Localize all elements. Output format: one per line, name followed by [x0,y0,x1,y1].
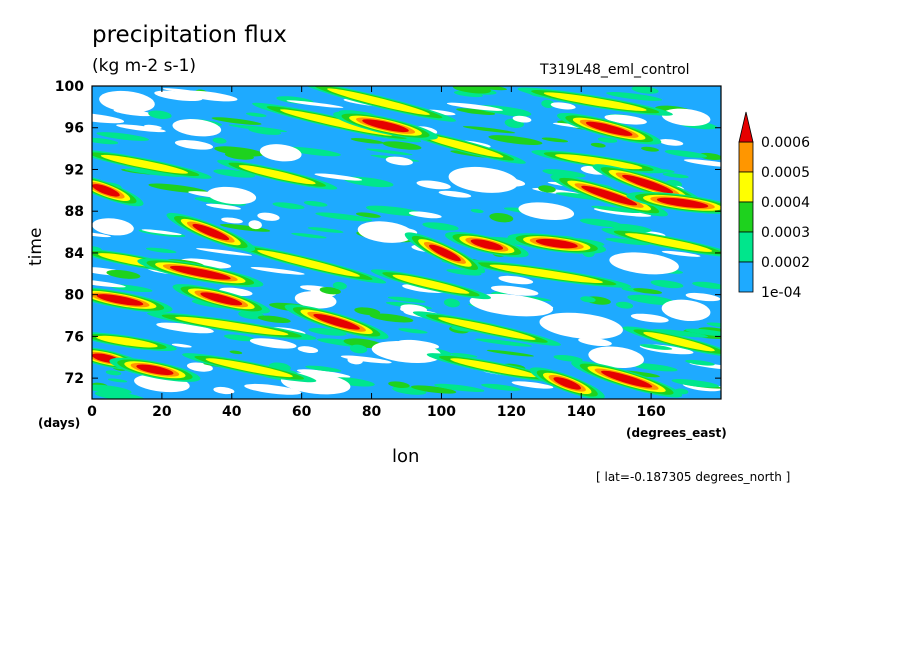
x-tick-label: 100 [427,404,456,420]
rain-band [461,259,632,288]
dry-area [518,202,575,221]
dry-area [371,341,442,364]
rain-band-max [166,212,256,252]
legend-level-label: 0.0002 [761,255,810,271]
legend-level-label: 0.0006 [761,135,810,151]
rain-band [517,87,673,116]
y-tick-label: 84 [65,246,85,262]
legend-swatch [738,171,754,203]
rain-band-max [529,367,605,399]
legend-level-label: 0.0003 [761,225,810,241]
plot-frame [91,85,722,400]
dry-area [539,312,623,340]
rain-band-max [284,304,389,340]
rain-band [301,86,457,122]
legend-level-label: 0.0005 [761,165,810,181]
rain-band [92,332,177,352]
legend-extend-arrow [738,111,754,143]
legend-level-label: 0.0004 [761,195,810,211]
legend-level-label: 1e-04 [761,285,801,301]
rain-band [601,227,721,258]
dry-area [92,218,134,236]
legend-swatch [738,141,754,173]
rain-band-max [109,357,201,382]
y-tick-label: 100 [55,79,84,95]
rain-band [531,150,666,174]
rain-band [370,269,492,300]
rain-band-max [92,174,144,207]
rain-band-max [404,232,486,274]
rain-band-max [550,174,668,217]
dry-area [609,252,679,275]
dry-area [99,90,155,113]
x-tick-label: 60 [292,404,312,420]
legend-swatch [738,261,754,293]
rain-band-max [507,233,607,254]
dry-area [661,299,711,322]
dry-area [661,108,711,126]
x-tick-label: 140 [567,404,596,420]
y-tick-label: 92 [65,162,84,178]
legend-swatch [738,201,754,233]
rain-band [426,353,561,383]
plot-area [92,86,721,399]
x-tick-label: 20 [152,404,172,420]
y-tick-label: 76 [65,329,84,345]
rain-band [622,326,721,357]
color-legend: 0.0006 0.0005 0.0004 0.0003 0.0002 1e-04 [738,111,810,301]
rain-band [92,149,212,179]
rain-band [412,311,561,346]
dry-area [207,186,257,205]
dry-area [172,119,222,137]
x-tick-label: 160 [636,404,665,420]
rain-band [182,353,317,383]
rain-band [217,159,338,190]
dry-area [448,166,519,193]
x-axis-unit: (degrees_east) [626,426,727,440]
y-tick-label: 96 [65,121,84,137]
x-tick-label: 120 [497,404,526,420]
chart-subtitle: (kg m-2 s-1) [92,56,197,76]
chart-title: precipitation flux [92,22,287,48]
y-axis-unit: (days) [38,416,81,430]
x-tick-label: 40 [222,404,242,420]
y-tick-label: 88 [65,204,84,220]
x-axis-label: lon [392,446,420,467]
dry-area [294,291,337,309]
dry-area [357,221,414,243]
y-tick-label: 80 [65,288,85,304]
dry-area [259,144,302,162]
dry-area [588,346,644,369]
rain-band-max [571,360,683,398]
rain-band [231,243,387,284]
x-tick-label: 0 [87,404,97,420]
run-label: T319L48_eml_control [540,62,690,78]
latitude-footnote: [ lat=-0.187305 degrees_north ] [596,470,791,484]
rain-band [147,312,317,340]
rain-band-max [626,191,721,214]
rain-band-max [445,231,529,258]
legend-swatch [738,231,754,263]
rain-band-max [172,284,271,314]
dry-area [469,293,554,317]
axes: 0 20 40 60 80 100 120 140 160 72 76 80 84 88 92 96 100 [55,79,721,420]
rain-band-max [333,111,438,140]
x-tick-label: 80 [362,404,382,420]
rain-band-max [137,258,264,288]
rain-band-max [556,113,662,145]
y-tick-label: 72 [65,371,84,387]
